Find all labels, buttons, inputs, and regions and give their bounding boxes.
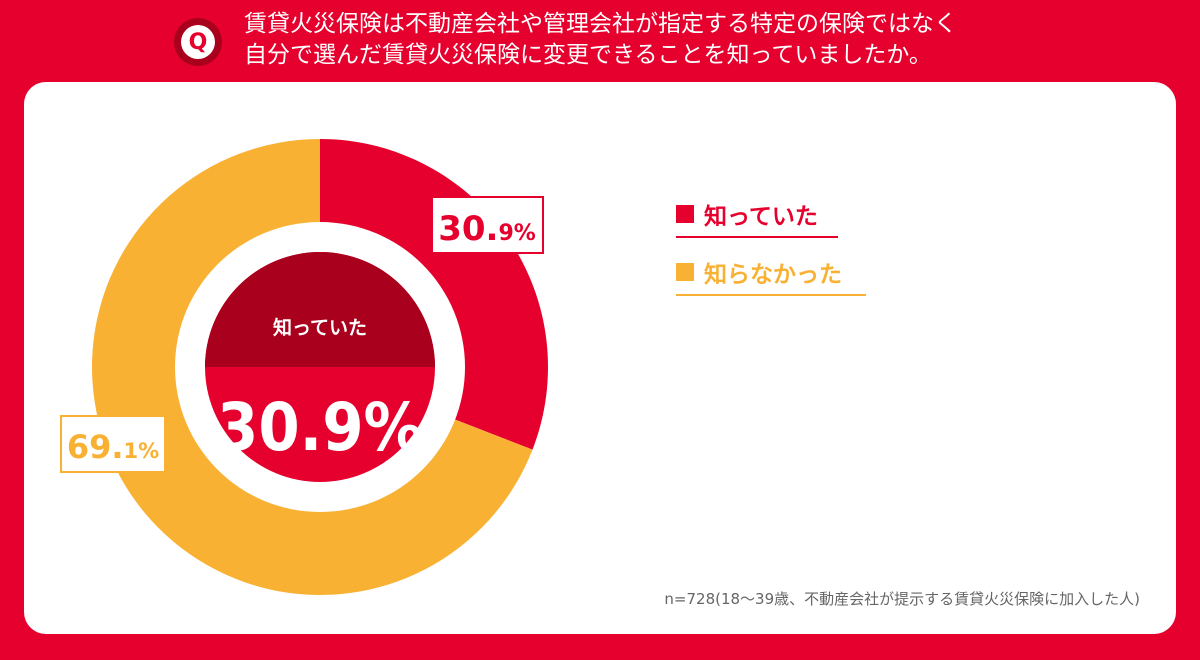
slice-label-known-box	[431, 196, 544, 254]
legend-underline-known	[676, 236, 838, 238]
legend-item-known: 知っていた	[676, 196, 838, 238]
slice-label-known-main: 30.	[438, 209, 498, 249]
slice-label-known-small: 9%	[498, 221, 535, 246]
center-value: 30.9%	[217, 389, 423, 466]
question-text: 賃貸火災保険は不動産会社や管理会社が指定する特定の保険ではなく 自分で選んだ賃貸…	[244, 9, 1144, 71]
slice-label-unknown-small: 1%	[124, 439, 160, 463]
slice-label-unknown-text: 69.1%	[67, 428, 159, 466]
question-badge: Q	[174, 18, 222, 66]
slice-label-unknown: 69.1%	[60, 415, 166, 473]
legend-item-unknown: 知らなかった	[676, 254, 866, 296]
slice-label-known-text: 30.9%	[438, 209, 536, 249]
legend-swatch-unknown	[676, 263, 694, 281]
legend-swatch-known	[676, 205, 694, 223]
header: Q 賃貸火災保険は不動産会社や管理会社が指定する特定の保険ではなく 自分で選んだ…	[0, 0, 1200, 82]
question-line-2: 自分で選んだ賃貸火災保険に変更できることを知っていましたか。	[244, 42, 932, 68]
question-badge-letter: Q	[181, 25, 215, 59]
legend: 知っていた 知らなかった	[676, 196, 876, 312]
legend-label-unknown: 知らなかった	[704, 262, 842, 288]
question-line-1: 賃貸火災保険は不動産会社や管理会社が指定する特定の保険ではなく	[244, 11, 957, 37]
center-label: 知っていた	[273, 316, 367, 339]
slice-label-known: 30.9%	[431, 196, 544, 254]
slice-label-unknown-box	[60, 415, 166, 473]
sample-note: n=728(18～39歳、不動産会社が提示する賃貸火災保険に加入した人)	[664, 590, 1140, 608]
center-cap	[205, 252, 435, 367]
slice-label-unknown-main: 69.	[67, 428, 124, 466]
legend-underline-unknown	[676, 294, 866, 296]
legend-label-known: 知っていた	[704, 204, 818, 230]
